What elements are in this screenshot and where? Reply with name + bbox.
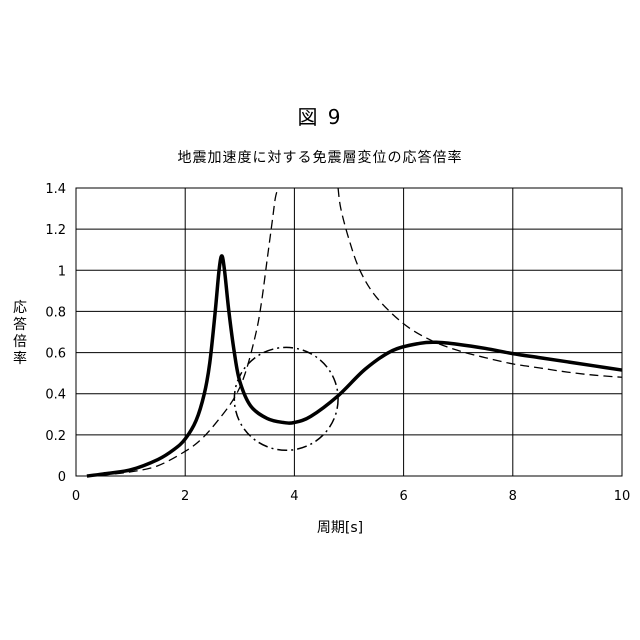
tick-labels: 0 0.2 0.4 0.6 0.8 1 1.2 1.4 0 2 4 6 8 10 [45,182,630,504]
x-tick-label: 8 [509,489,517,504]
x-tick-label: 2 [181,489,189,504]
y-tick-label: 1.2 [45,223,66,238]
y-tick-label: 1.4 [45,182,66,197]
x-tick-label: 6 [399,489,407,504]
x-tick-label: 10 [614,489,631,504]
y-tick-label: 0.6 [45,347,66,362]
y-tick-label: 0.2 [45,429,66,444]
y-tick-label: 0.4 [45,388,66,403]
x-tick-label: 0 [72,489,80,504]
series-2-segment-1 [87,188,278,476]
plot-frame [76,188,622,476]
grid-lines [76,188,622,476]
y-tick-label: 1 [58,264,66,279]
y-tick-label: 0.8 [45,305,66,320]
series-group [87,188,622,476]
y-tick-label: 0 [58,470,66,485]
x-tick-label: 4 [290,489,298,504]
series-1-line [87,256,622,476]
